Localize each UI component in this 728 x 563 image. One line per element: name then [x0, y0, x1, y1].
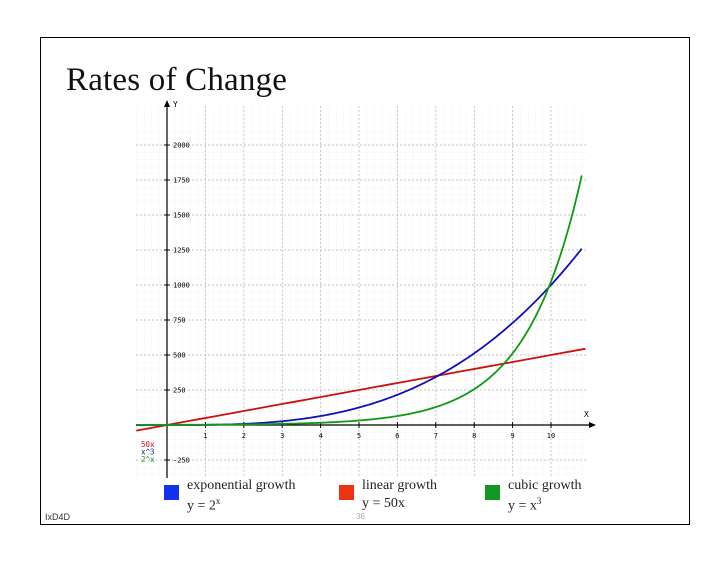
x-tick-label: 4 [318, 432, 322, 440]
mini-legend-entry: 50x [141, 440, 155, 449]
legend-swatch-blue [164, 485, 179, 500]
x-tick-label: 1 [203, 432, 207, 440]
x-tick-label: 7 [434, 432, 438, 440]
y-axis-arrow [164, 100, 170, 107]
y-tick-label: 1500 [173, 212, 190, 220]
legend-equation: y = x3 [508, 496, 542, 514]
x-tick-label: 8 [472, 432, 476, 440]
x-tick-label: 5 [357, 432, 361, 440]
x-tick-label: 10 [547, 432, 555, 440]
ticks: 1 2 3 4 5 6 7 8 9 10 -250 250 500 750 1000 1250 1500 1750… [164, 142, 555, 465]
y-tick-label: 750 [173, 317, 186, 325]
y-tick-label: 1000 [173, 282, 190, 290]
x-tick-label: 9 [510, 432, 514, 440]
x-tick-label: 3 [280, 432, 284, 440]
y-tick-label: 2000 [173, 142, 190, 150]
legend-swatch-red [339, 485, 354, 500]
legend-equation: y = 50x [362, 496, 405, 511]
x-tick-label: 6 [395, 432, 399, 440]
mini-legend-entry: 2^x [141, 455, 155, 464]
series-lines [136, 175, 586, 432]
x-axis-arrow [589, 422, 596, 428]
legend-name: exponential growth [187, 478, 296, 493]
legend-name: linear growth [362, 478, 438, 493]
y-tick-label: 1250 [173, 247, 190, 255]
footer-brand: IxD4D [45, 512, 71, 522]
slide-title: Rates of Change [66, 62, 288, 98]
y-tick-label: -250 [173, 457, 190, 465]
y-tick-label: 1750 [173, 177, 190, 185]
x-axis-label: X [584, 410, 589, 419]
mini-legend-entry: x^3 [141, 448, 155, 457]
series-line-exponential [136, 175, 583, 426]
y-tick-label: 500 [173, 352, 186, 360]
major-grid [136, 106, 588, 478]
minor-grid [136, 106, 588, 478]
y-tick-label: 250 [173, 387, 186, 395]
series-line-linear [136, 347, 586, 432]
legend-swatch-green [485, 485, 500, 500]
legend-equation: y = 2x [187, 496, 221, 514]
page-number: 36 [356, 512, 365, 521]
y-axis-label: Y [173, 100, 178, 109]
legend-name: cubic growth [508, 478, 582, 493]
x-tick-label: 2 [242, 432, 246, 440]
